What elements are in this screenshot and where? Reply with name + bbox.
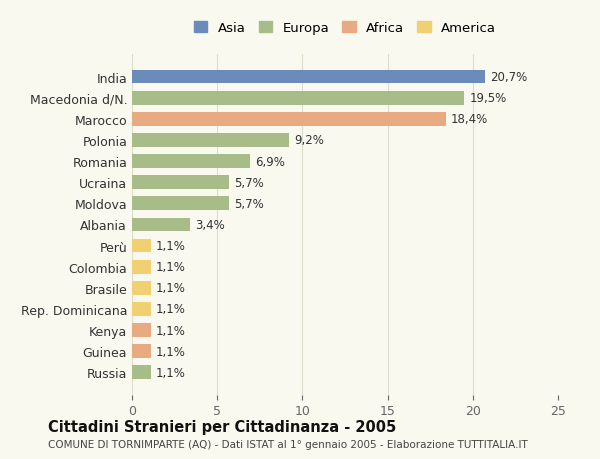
- Text: 19,5%: 19,5%: [469, 92, 506, 105]
- Text: 1,1%: 1,1%: [156, 240, 186, 252]
- Bar: [132, 155, 250, 168]
- Bar: [132, 197, 229, 211]
- Text: 1,1%: 1,1%: [156, 261, 186, 274]
- Bar: [132, 239, 151, 253]
- Text: 1,1%: 1,1%: [156, 366, 186, 379]
- Text: 1,1%: 1,1%: [156, 324, 186, 337]
- Bar: [132, 218, 190, 232]
- Text: Cittadini Stranieri per Cittadinanza - 2005: Cittadini Stranieri per Cittadinanza - 2…: [48, 420, 396, 435]
- Bar: [132, 260, 151, 274]
- Bar: [132, 112, 446, 126]
- Bar: [132, 345, 151, 358]
- Bar: [132, 281, 151, 295]
- Bar: [132, 302, 151, 316]
- Text: 6,9%: 6,9%: [254, 155, 284, 168]
- Text: COMUNE DI TORNIMPARTE (AQ) - Dati ISTAT al 1° gennaio 2005 - Elaborazione TUTTIT: COMUNE DI TORNIMPARTE (AQ) - Dati ISTAT …: [48, 440, 528, 449]
- Bar: [132, 176, 229, 190]
- Text: 9,2%: 9,2%: [294, 134, 324, 147]
- Text: 18,4%: 18,4%: [451, 113, 488, 126]
- Text: 5,7%: 5,7%: [234, 176, 264, 189]
- Text: 1,1%: 1,1%: [156, 282, 186, 295]
- Text: 1,1%: 1,1%: [156, 303, 186, 316]
- Bar: [132, 92, 464, 105]
- Bar: [132, 324, 151, 337]
- Legend: Asia, Europa, Africa, America: Asia, Europa, Africa, America: [190, 17, 500, 39]
- Bar: [132, 366, 151, 379]
- Text: 1,1%: 1,1%: [156, 345, 186, 358]
- Text: 3,4%: 3,4%: [195, 218, 225, 231]
- Bar: [132, 71, 485, 84]
- Bar: [132, 134, 289, 147]
- Text: 5,7%: 5,7%: [234, 197, 264, 210]
- Text: 20,7%: 20,7%: [490, 71, 527, 84]
